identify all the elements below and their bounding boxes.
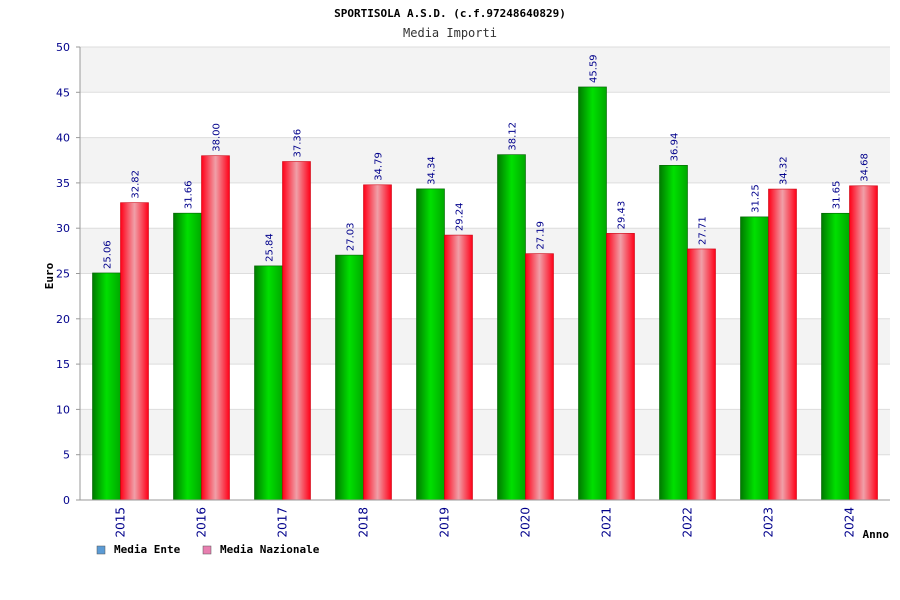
value-label: 29.43 xyxy=(617,201,628,230)
x-tick-label: 2023 xyxy=(762,507,776,538)
bar-media-ente-2021 xyxy=(578,86,607,501)
bar-media-ente-2015 xyxy=(92,272,121,501)
y-tick-label: 50 xyxy=(56,41,70,54)
value-label: 25.06 xyxy=(103,240,114,269)
value-label: 34.34 xyxy=(427,156,438,185)
value-label: 27.19 xyxy=(536,221,547,250)
bar-media-nazionale-2015 xyxy=(120,202,149,501)
value-label: 38.12 xyxy=(508,122,519,151)
value-label: 37.36 xyxy=(293,129,304,158)
y-tick-label: 40 xyxy=(56,132,70,145)
legend-swatch-media-nazionale xyxy=(202,545,212,555)
bars xyxy=(92,86,878,501)
x-tick-label: 2017 xyxy=(276,507,290,538)
legend-label-media-ente: Media Ente xyxy=(114,543,181,556)
bar-media-ente-2019 xyxy=(416,188,445,501)
x-tick-label: 2015 xyxy=(114,507,128,538)
y-tick-label: 30 xyxy=(56,222,70,235)
chart-subtitle: Media Importi xyxy=(403,26,497,40)
y-tick-label: 45 xyxy=(56,86,70,99)
y-tick-label: 25 xyxy=(56,268,70,281)
x-tick-label: 2019 xyxy=(438,507,452,538)
x-tick-label: 2024 xyxy=(843,507,857,538)
x-tick-label: 2020 xyxy=(519,507,533,538)
plot-band xyxy=(80,92,890,138)
bar-media-nazionale-2024 xyxy=(849,185,878,501)
value-label: 27.03 xyxy=(346,222,357,251)
legend: Media Ente Media Nazionale xyxy=(96,543,320,556)
y-tick-label: 35 xyxy=(56,177,70,190)
x-tick-label: 2021 xyxy=(600,507,614,538)
bar-media-nazionale-2019 xyxy=(444,234,473,501)
value-label: 29.24 xyxy=(455,202,466,231)
value-label: 38.00 xyxy=(212,123,223,152)
value-label: 36.94 xyxy=(670,133,681,162)
x-tick-label: 2018 xyxy=(357,507,371,538)
bar-media-ente-2024 xyxy=(821,212,850,501)
y-tick-label: 15 xyxy=(56,358,70,371)
value-label: 32.82 xyxy=(131,170,142,199)
bar-media-nazionale-2021 xyxy=(606,233,635,501)
value-label: 31.65 xyxy=(832,181,843,210)
x-tick-label: 2022 xyxy=(681,507,695,538)
bar-media-nazionale-2022 xyxy=(687,248,716,501)
chart-title: SPORTISOLA A.S.D. (c.f.97248640829) xyxy=(334,7,566,20)
value-label: 34.68 xyxy=(860,153,871,182)
y-tick-label: 0 xyxy=(63,494,70,507)
value-label: 25.84 xyxy=(265,233,276,262)
y-axis-label: Euro xyxy=(43,262,56,289)
value-label: 34.79 xyxy=(374,152,385,181)
x-axis-label: Anno xyxy=(863,528,890,541)
legend-swatch-media-ente xyxy=(96,545,106,555)
bar-media-nazionale-2018 xyxy=(363,184,392,501)
value-label: 31.66 xyxy=(184,181,195,210)
bar-media-ente-2022 xyxy=(659,165,688,501)
y-tick-label: 10 xyxy=(56,403,70,416)
value-label: 27.71 xyxy=(698,216,709,245)
bar-media-ente-2016 xyxy=(173,212,202,501)
x-axis-ticks: 2015 2016 2017 2018 2019 2020 2021 2022 2023 2024 xyxy=(114,507,857,538)
bar-media-nazionale-2017 xyxy=(282,161,311,501)
legend-label-media-nazionale: Media Nazionale xyxy=(220,543,320,556)
bar-media-ente-2018 xyxy=(335,254,364,501)
y-tick-label: 20 xyxy=(56,313,70,326)
bar-media-ente-2017 xyxy=(254,265,283,501)
value-label: 34.32 xyxy=(779,156,790,185)
value-label: 45.59 xyxy=(589,54,600,83)
plot-band xyxy=(80,47,890,93)
y-axis-ticks: 0 5 10 15 20 25 30 35 40 45 50 xyxy=(56,41,80,507)
x-tick-label: 2016 xyxy=(195,507,209,538)
bar-media-ente-2023 xyxy=(740,216,769,501)
bar-media-nazionale-2016 xyxy=(201,155,230,501)
y-tick-label: 5 xyxy=(63,449,70,462)
bar-media-nazionale-2020 xyxy=(525,253,554,501)
value-labels: 25.06 32.82 31.66 38.00 25.84 37.36 27.03 34.79… xyxy=(103,54,871,269)
bar-media-ente-2020 xyxy=(497,154,526,501)
bar-media-nazionale-2023 xyxy=(768,188,797,501)
value-label: 31.25 xyxy=(751,184,762,213)
